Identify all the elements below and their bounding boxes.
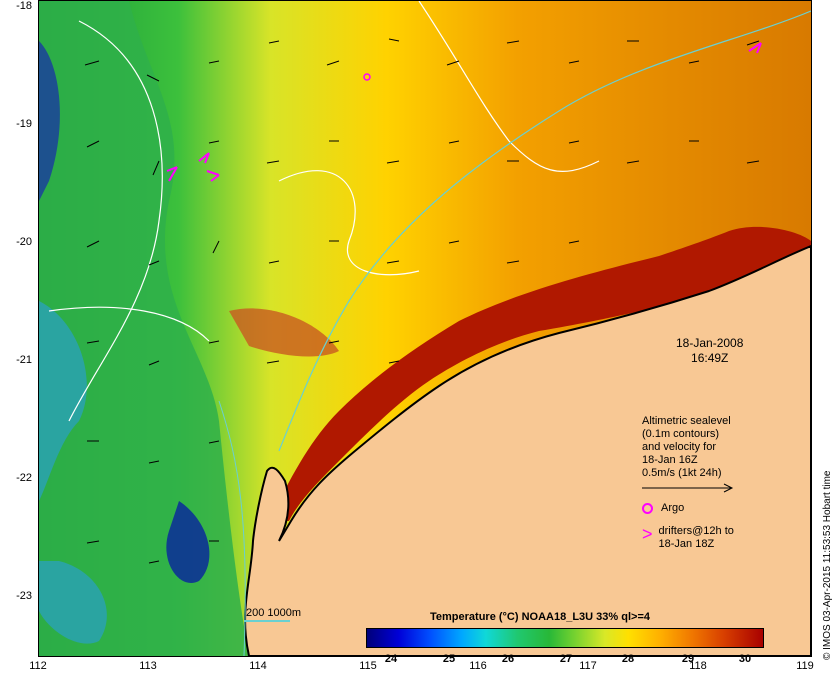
legend-line: (0.1m contours) [642, 428, 720, 440]
legend-line: and velocity for [642, 441, 716, 453]
temperature-colorbar [366, 628, 764, 648]
argo-float-marker [363, 73, 371, 81]
x-tick: 114 [249, 660, 267, 672]
y-tick: -20 [16, 236, 32, 248]
sst-map[interactable] [38, 0, 812, 657]
x-tick: 112 [29, 660, 47, 672]
contour-key-line [244, 620, 290, 622]
y-tick: -23 [16, 590, 32, 602]
y-tick: -19 [16, 118, 32, 130]
x-tick: 119 [796, 660, 814, 672]
x-tick: 113 [139, 660, 157, 672]
map-canvas [39, 1, 811, 656]
isobath-contour [278, 10, 811, 452]
sealevel-contour [68, 20, 163, 422]
colorbar-tick: 27 [559, 653, 573, 665]
cool-water-region [39, 1, 249, 656]
legend-line: 18-Jan 16Z [642, 454, 698, 466]
colorbar-tick: 25 [442, 653, 456, 665]
drifter-chevron-icon: > [642, 524, 653, 544]
legend-drifters: 18-Jan 18Z [658, 538, 715, 550]
image-datetime: 18-Jan-2008 16:49Z [676, 336, 743, 366]
land-australia [244, 244, 811, 656]
colorbar-tick: 26 [501, 653, 515, 665]
legend-line: Altimetric sealevel [642, 415, 731, 427]
colorbar-title: Temperature (°C) NOAA18_L3U 33% ql>=4 [430, 611, 650, 623]
image-date: 18-Jan-2008 [676, 336, 744, 350]
drifter-tracks [166, 42, 762, 182]
credit-text: © IMOS 03-Apr-2015 11:53:53 Hobart time [822, 470, 833, 661]
legend-drifters: drifters@12h to [658, 525, 734, 537]
map-legend: Altimetric sealevel (0.1m contours) and … [642, 415, 762, 551]
argo-circle-icon [642, 503, 653, 514]
colorbar-tick: 28 [621, 653, 635, 665]
colorbar-tick: 24 [384, 653, 398, 665]
image-time: 16:49Z [691, 351, 729, 365]
contour-key: 200 1000m [246, 607, 302, 619]
velocity-scale-arrow-icon [642, 483, 734, 493]
x-tick: 115 [359, 660, 377, 672]
velocity-arrows [84, 38, 760, 564]
colorbar-tick: 30 [738, 653, 752, 665]
x-tick: 117 [579, 660, 597, 672]
y-tick: -21 [16, 354, 32, 366]
x-tick: 116 [469, 660, 487, 672]
legend-argo: Argo [661, 502, 685, 514]
x-tick: 118 [689, 660, 707, 672]
y-tick: -18 [16, 0, 32, 12]
legend-line: 0.5m/s (1kt 24h) [642, 467, 722, 479]
colorbar-tick: 29 [681, 653, 695, 665]
y-tick: -22 [16, 472, 32, 484]
